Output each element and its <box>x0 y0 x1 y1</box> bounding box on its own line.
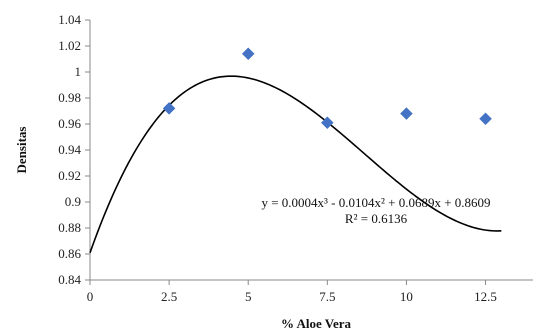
x-tick-label: 12.5 <box>474 289 497 304</box>
x-tick-label: 0 <box>87 289 94 304</box>
data-point <box>162 102 176 115</box>
y-tick-label: 0.98 <box>58 90 81 105</box>
y-tick-label: 1.04 <box>58 12 81 27</box>
data-points <box>162 47 492 130</box>
x-tick-label: 10 <box>400 289 413 304</box>
x-axis-title: % Aloe Vera <box>281 316 352 331</box>
x-tick-label: 2.5 <box>161 289 177 304</box>
x-tick-label: 7.5 <box>319 289 335 304</box>
data-point <box>241 47 255 61</box>
y-tick-label: 1.02 <box>58 38 81 53</box>
data-point <box>320 116 334 130</box>
y-axis-title: Densitas <box>14 127 29 174</box>
x-axis: 0 2.5 5 7.5 10 12.5 <box>87 279 533 304</box>
y-axis: 0.84 0.86 0.88 0.9 0.92 0.94 0.96 0.98 1 1.02 1.04 <box>58 12 91 287</box>
y-tick-label: 0.9 <box>65 194 81 209</box>
y-tick-label: 0.94 <box>58 142 81 157</box>
y-tick-label: 0.88 <box>58 220 81 235</box>
trendline <box>89 75 502 254</box>
y-tick-label: 0.96 <box>58 116 81 131</box>
x-tick-label: 5 <box>245 289 252 304</box>
trendline-equation: y = 0.0004x³ - 0.0104x² + 0.0689x + 0.86… <box>261 195 490 210</box>
y-tick-label: 0.92 <box>58 168 81 183</box>
y-tick-label: 0.84 <box>58 272 81 287</box>
trendline-r-squared: R² = 0.6136 <box>345 211 408 226</box>
data-point <box>479 112 492 126</box>
data-point <box>400 107 413 120</box>
y-tick-label: 1 <box>75 64 82 79</box>
y-tick-label: 0.86 <box>58 246 81 261</box>
